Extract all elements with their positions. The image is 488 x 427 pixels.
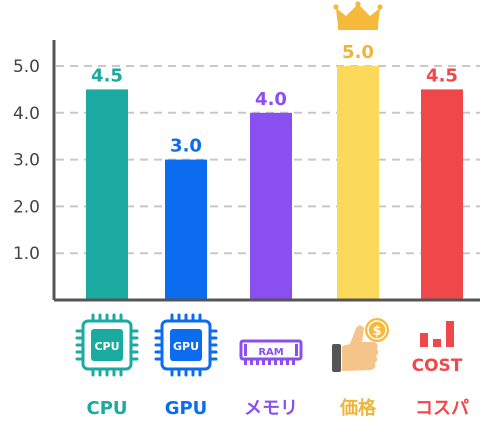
gpu-icon-text: GPU (173, 340, 199, 353)
category-label: 価格 (339, 397, 377, 419)
y-tick-label: 1.0 (13, 244, 40, 264)
y-tick-label: 4.0 (13, 104, 40, 124)
value-label: 4.0 (255, 89, 287, 110)
y-axis-ticks: 1.0 2.0 3.0 4.0 5.0 (13, 57, 40, 264)
cpu-icon-text: CPU (94, 340, 119, 353)
cpu-chip-icon: CPU (75, 313, 139, 377)
ram-icon-text: RAM (258, 347, 283, 358)
bars (86, 66, 463, 301)
category-label: CPU (86, 398, 127, 419)
bar-5 (421, 89, 463, 301)
value-label: 3.0 (170, 136, 202, 157)
crown-icon (333, 1, 383, 30)
bar-1 (86, 89, 128, 301)
y-tick-label: 2.0 (13, 197, 40, 217)
bar-3 (250, 112, 292, 300)
value-label: 4.5 (426, 65, 458, 86)
gpu-chip-icon: GPU (154, 313, 218, 377)
category-label: メモリ (244, 398, 298, 419)
value-label: 5.0 (342, 42, 374, 63)
bar-4 (337, 66, 379, 300)
value-label: 4.5 (91, 65, 123, 86)
cost-icon-text: COST (412, 356, 463, 376)
thumbs-up-coin-icon: $ (332, 318, 389, 372)
y-tick-label: 5.0 (13, 57, 40, 77)
coin-icon-text: $ (372, 324, 381, 339)
cost-bars-icon: COST (412, 321, 463, 376)
category-labels: CPU GPU メモリ 価格 コスパ (86, 397, 469, 419)
ram-module-icon: RAM (239, 339, 303, 365)
coin-icon: $ (365, 318, 389, 342)
y-tick-label: 3.0 (13, 151, 40, 171)
category-label: コスパ (415, 398, 469, 419)
bar-2 (165, 159, 207, 300)
category-label: GPU (165, 398, 208, 419)
value-labels: 4.5 3.0 4.0 5.0 4.5 (91, 42, 458, 157)
